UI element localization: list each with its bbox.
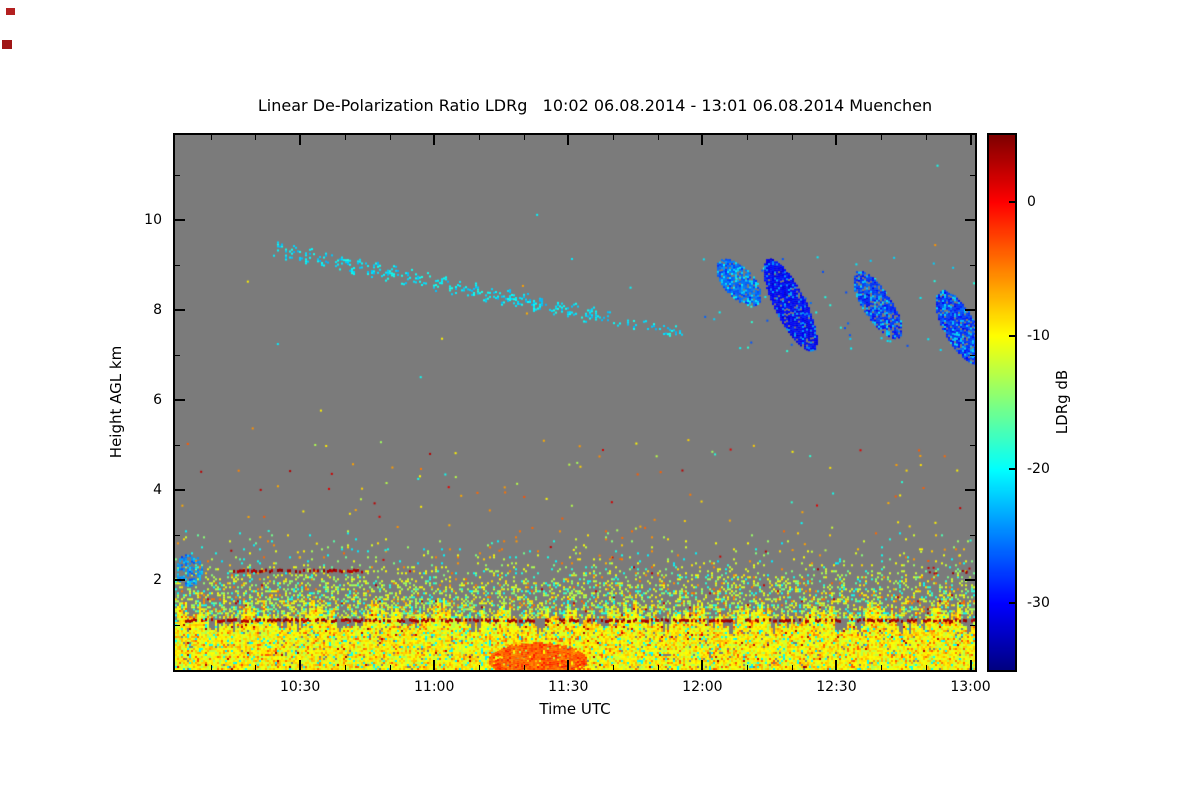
axis-tick — [567, 660, 570, 670]
axis-tick — [523, 665, 525, 670]
y-tick-label: 6 — [153, 392, 162, 409]
axis-tick — [175, 489, 185, 492]
axis-tick — [299, 660, 302, 670]
axis-tick — [175, 445, 180, 447]
axis-tick — [970, 265, 975, 267]
axis-tick — [701, 660, 704, 670]
y-tick-label: 4 — [153, 482, 162, 499]
axis-tick — [835, 660, 838, 670]
axis-tick — [965, 579, 975, 582]
colorbar-label: LDRg dB — [1053, 369, 1071, 435]
y-axis-label: Height AGL km — [107, 345, 125, 459]
axis-tick — [791, 135, 793, 140]
y-tick-label: 8 — [153, 302, 162, 319]
heatmap-canvas — [175, 135, 975, 670]
axis-tick — [657, 665, 659, 670]
axis-tick — [175, 535, 180, 537]
y-tick-label: 2 — [153, 572, 162, 589]
axis-tick — [523, 135, 525, 140]
plot-area — [173, 133, 977, 672]
colorbar-canvas — [989, 135, 1015, 670]
x-tick-label: 10:30 — [279, 679, 321, 695]
axis-tick — [970, 355, 975, 357]
screen-artifact — [6, 8, 15, 15]
axis-tick — [881, 135, 883, 140]
colorbar-tick-label: -10 — [1027, 327, 1050, 344]
axis-tick — [970, 175, 975, 177]
axis-tick — [1009, 200, 1015, 203]
axis-tick — [344, 135, 346, 140]
x-tick-label: 12:00 — [682, 679, 723, 695]
axis-tick — [1009, 468, 1015, 471]
colorbar-tick-label: -20 — [1027, 461, 1050, 478]
axis-tick — [747, 135, 749, 140]
x-axis-label: Time UTC — [539, 700, 611, 718]
axis-tick — [1009, 334, 1015, 337]
x-tick-label: 13:00 — [950, 679, 991, 695]
axis-tick — [1009, 602, 1015, 605]
axis-tick — [567, 135, 570, 145]
axis-tick — [925, 665, 927, 670]
axis-tick — [657, 135, 659, 140]
x-tick-label: 11:30 — [548, 679, 589, 695]
axis-tick — [478, 135, 480, 140]
axis-tick — [478, 665, 480, 670]
axis-tick — [970, 445, 975, 447]
axis-tick — [747, 665, 749, 670]
axis-tick — [791, 665, 793, 670]
axis-tick — [175, 175, 180, 177]
axis-tick — [389, 665, 391, 670]
axis-tick — [969, 135, 972, 145]
chart-title: Linear De-Polarization Ratio LDRg 10:02 … — [257, 96, 933, 115]
axis-tick — [970, 535, 975, 537]
axis-tick — [175, 309, 185, 312]
axis-tick — [701, 135, 704, 145]
axis-tick — [175, 399, 185, 402]
axis-tick — [965, 489, 975, 492]
axis-tick — [210, 665, 212, 670]
axis-tick — [433, 660, 436, 670]
axis-tick — [210, 135, 212, 140]
y-tick-label: 10 — [144, 212, 162, 229]
axis-tick — [433, 135, 436, 145]
axis-tick — [965, 399, 975, 402]
axis-tick — [175, 219, 185, 222]
axis-tick — [970, 625, 975, 627]
axis-tick — [835, 135, 838, 145]
axis-tick — [612, 665, 614, 670]
axis-tick — [965, 219, 975, 222]
axis-tick — [175, 265, 180, 267]
axis-tick — [299, 135, 302, 145]
axis-tick — [175, 625, 180, 627]
x-tick-label: 11:00 — [414, 679, 455, 695]
axis-tick — [344, 665, 346, 670]
axis-tick — [965, 309, 975, 312]
axis-tick — [969, 660, 972, 670]
colorbar-tick-label: -30 — [1027, 595, 1050, 612]
screen-artifact — [2, 40, 12, 49]
axis-tick — [925, 135, 927, 140]
axis-tick — [255, 665, 257, 670]
axis-tick — [175, 355, 180, 357]
x-tick-label: 12:30 — [816, 679, 857, 695]
axis-tick — [255, 135, 257, 140]
axis-tick — [389, 135, 391, 140]
colorbar-tick-label: 0 — [1027, 193, 1036, 210]
axis-tick — [612, 135, 614, 140]
axis-tick — [175, 579, 185, 582]
axis-tick — [881, 665, 883, 670]
colorbar — [987, 133, 1017, 672]
